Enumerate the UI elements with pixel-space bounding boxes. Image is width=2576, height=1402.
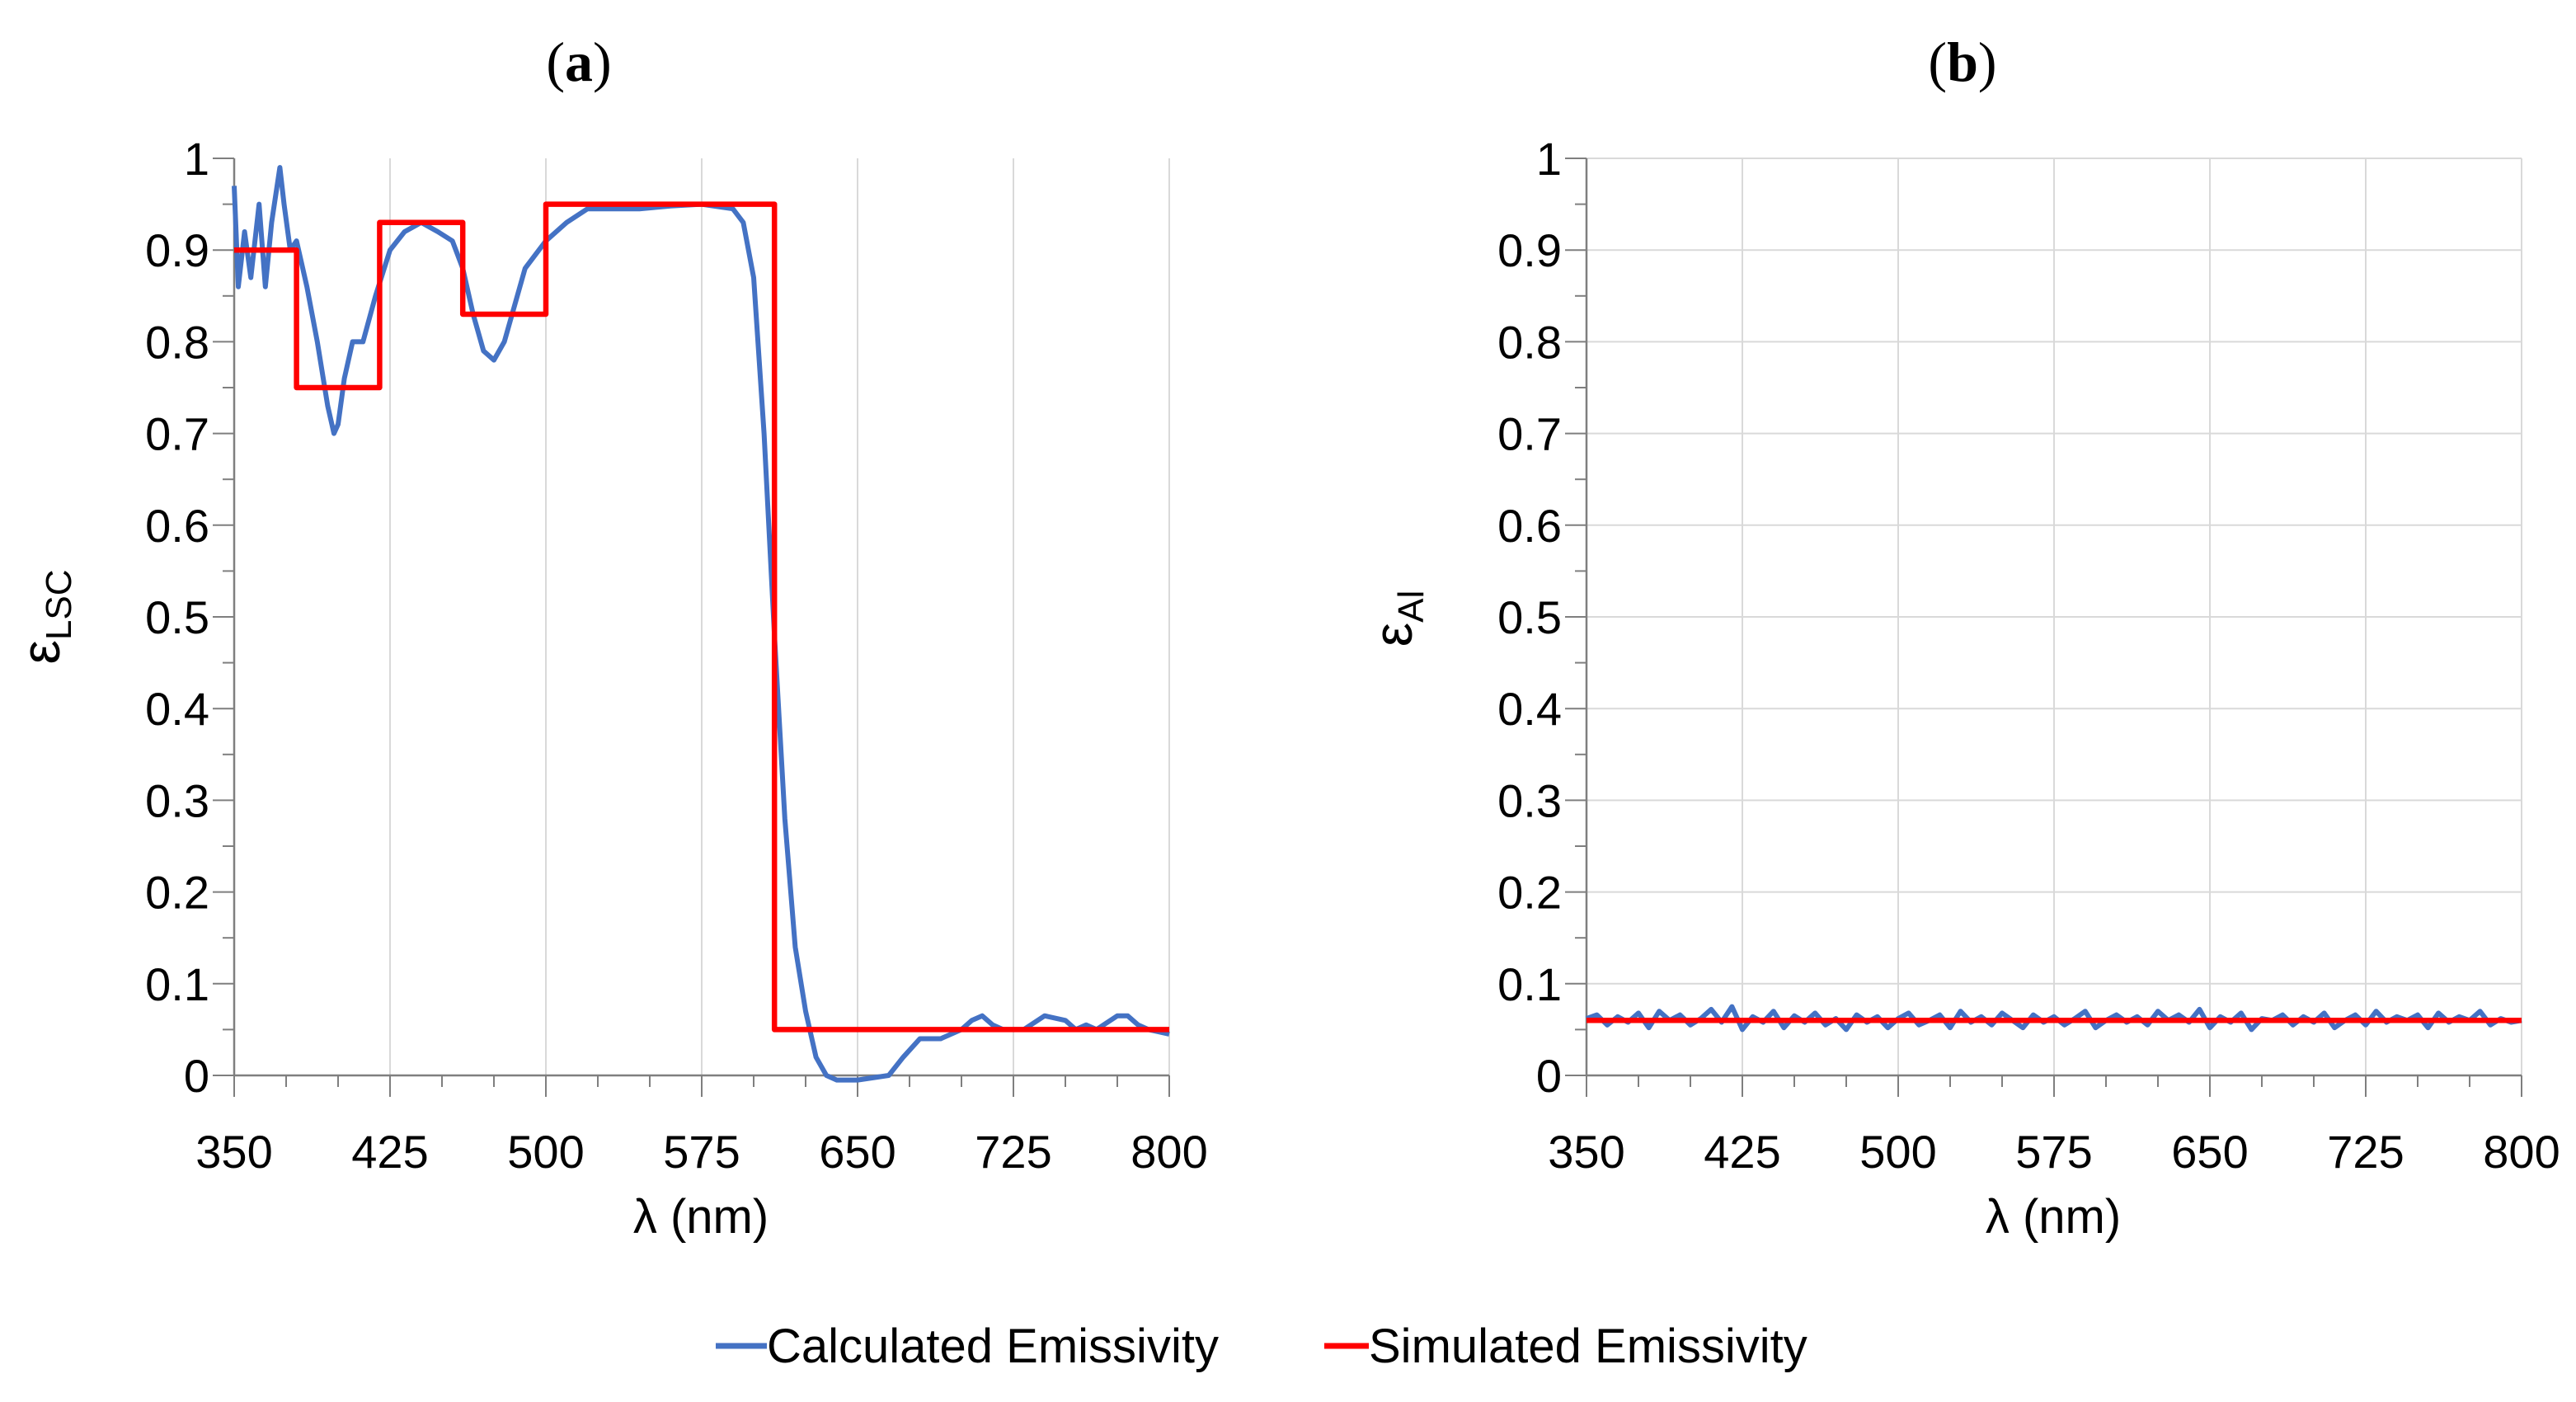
panel-a-y-tick-label: 0.5 — [145, 591, 209, 643]
legend-label-simulated: Simulated Emissivity — [1369, 1320, 1807, 1373]
legend: Calculated Emissivity Simulated Emissivi… — [716, 1320, 1807, 1373]
panel-b-y-tick-label: 0.7 — [1497, 408, 1562, 460]
panel-a-series — [232, 165, 1170, 1083]
panel-b-y-tick-label: 0.6 — [1497, 500, 1562, 552]
panel-a-y-tick-label: 0.9 — [145, 224, 209, 276]
panel-b-y-tick-label: 0.9 — [1497, 224, 1562, 276]
panel-a-x-tick-label: 425 — [351, 1126, 428, 1178]
panel-b-y-tick-label: 0.3 — [1497, 774, 1562, 826]
panel-b-y-tick-label: 0.1 — [1497, 958, 1562, 1010]
panel-b-x-tick-label: 800 — [2483, 1126, 2560, 1178]
legend-label-calculated: Calculated Emissivity — [767, 1320, 1219, 1373]
panel-a-y-axis-subscript: LSC — [39, 569, 79, 640]
panel-b-letter: b — [1947, 31, 1978, 93]
panel-a-y-tick-label: 0.1 — [145, 958, 209, 1010]
panel-a-y-tick-label: 0.7 — [145, 408, 209, 460]
panel-b-x-tick-label: 650 — [2171, 1126, 2248, 1178]
panel-b-y-axis-symbol: ε — [1362, 623, 1423, 647]
panel-a-y-tick-label: 0 — [184, 1050, 209, 1102]
panel-a-x-tick-label: 350 — [195, 1126, 272, 1178]
panel-a-y-tick-label: 1 — [184, 133, 209, 185]
panel-b-x-tick-label: 425 — [1704, 1126, 1780, 1178]
panel-a-x-tick-label: 800 — [1131, 1126, 1207, 1178]
panel-a-y-tick-label: 0.8 — [145, 316, 209, 368]
panel-a-y-tick-label: 0.3 — [145, 774, 209, 826]
panel-a-x-tick-label: 500 — [507, 1126, 584, 1178]
panel-b-y-tick-label: 1 — [1536, 133, 1562, 185]
panel-b-tick-labels: 350 425 500 575 650 725 800 0 0.1 0.2 0.3 0.4 0.5 0.6… — [1497, 133, 2560, 1178]
panel-a-letter: a — [565, 31, 593, 93]
panel-b-y-axis-subscript: Al — [1391, 590, 1431, 623]
panel-b-x-tick-label: 500 — [1859, 1126, 1936, 1178]
panel-a-y-tick-label: 0.2 — [145, 867, 209, 919]
panel-a-grid — [389, 158, 1170, 1075]
panel-a-y-axis-symbol: ε — [10, 640, 71, 664]
panel-a-x-axis-title: λ (nm) — [633, 1190, 769, 1244]
panel-a-axes — [213, 158, 1170, 1097]
panel-a-series-simulated — [234, 201, 1169, 1033]
panel-b-x-tick-label: 350 — [1548, 1126, 1624, 1178]
panel-b-y-tick-label: 0.8 — [1497, 316, 1562, 368]
panel-b-x-axis-title: λ (nm) — [1986, 1190, 2121, 1244]
panel-b-grid — [1586, 158, 2522, 1075]
panel-a-y-axis-title: εLSC — [10, 569, 79, 664]
panel-a-chart: (a) 350 425 500 575 650 725 800 0 0.1 0.2 0.3 0.4 0.… — [10, 31, 1208, 1244]
panel-a-x-tick-label: 575 — [663, 1126, 740, 1178]
panel-a-x-tick-label: 725 — [975, 1126, 1051, 1178]
panel-b-series — [1585, 1004, 2522, 1033]
panel-b-y-tick-label: 0.4 — [1497, 683, 1562, 735]
panel-b-label: (b) — [1928, 31, 1996, 93]
panel-b-y-tick-label: 0.2 — [1497, 867, 1562, 919]
panel-b-x-tick-label: 575 — [2015, 1126, 2092, 1178]
panel-b-y-tick-label: 0 — [1536, 1050, 1562, 1102]
panel-a-tick-labels: 350 425 500 575 650 725 800 0 0.1 0.2 0.3 0.4 0.5 0.6… — [145, 133, 1208, 1178]
panel-a-x-tick-label: 650 — [819, 1126, 895, 1178]
panel-b-x-tick-label: 725 — [2327, 1126, 2404, 1178]
panel-b-chart: (b) 350 425 500 575 650 725 800 0 0.1 0.2 0.3 0.4 0.… — [1362, 31, 2560, 1244]
panel-b-series-calculated — [1585, 1004, 2522, 1033]
panel-b-axes — [1565, 158, 2522, 1097]
panel-a-y-tick-label: 0.6 — [145, 500, 209, 552]
panel-a-label: (a) — [546, 31, 611, 93]
panel-b-y-axis-title: εAl — [1362, 590, 1431, 647]
panel-a-y-tick-label: 0.4 — [145, 683, 209, 735]
panel-b-y-tick-label: 0.5 — [1497, 591, 1562, 643]
